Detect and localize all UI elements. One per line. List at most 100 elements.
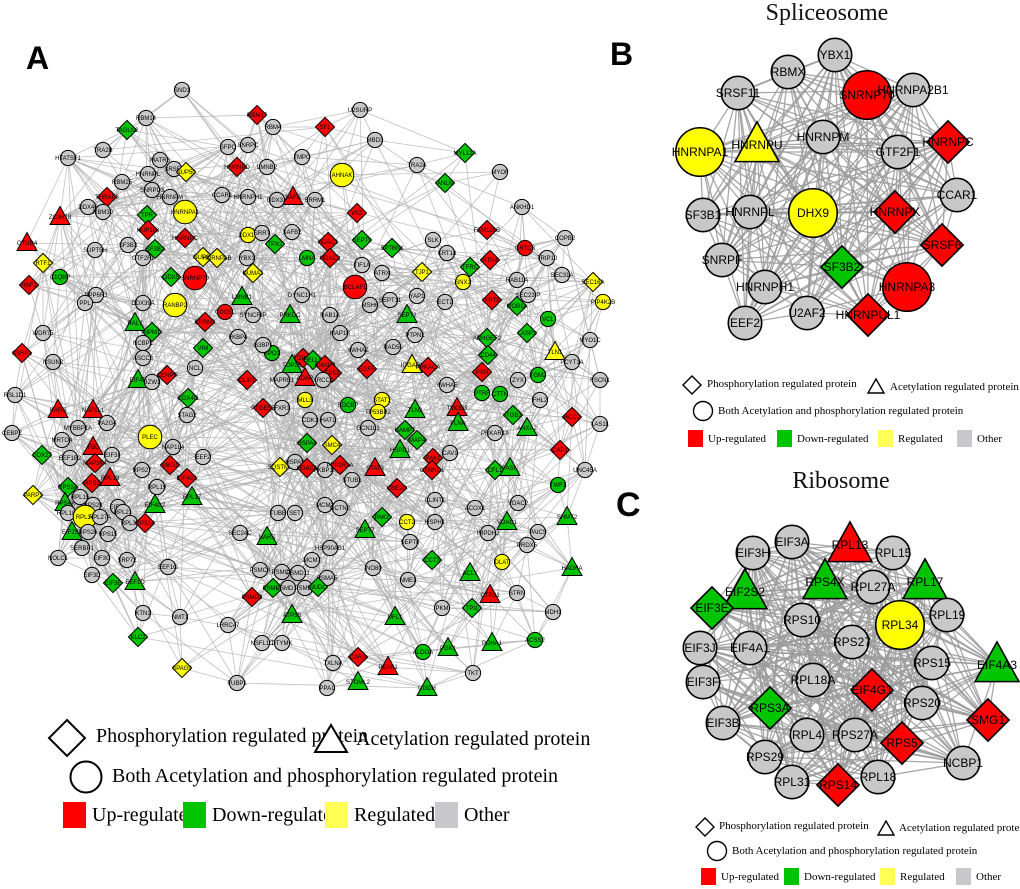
network-node[interactable]: LRRC47 [216,616,240,634]
network-node[interactable]: RPS4X [801,557,849,600]
network-node[interactable]: LMNB2 [257,158,278,176]
network-node[interactable]: PIP4K2B [591,293,615,311]
network-node[interactable]: MAP3K4 [83,452,107,474]
network-node[interactable]: KRT8 [481,289,503,311]
network-node[interactable]: MAP4 [406,429,428,451]
network-node[interactable]: CDK1 [301,411,319,429]
network-node[interactable]: ALDOA [413,643,433,661]
network-node[interactable]: FKBP10 [314,461,337,479]
network-node[interactable]: PDHA1 [481,631,503,652]
network-node[interactable]: SERBP1 [70,539,94,557]
network-node[interactable]: HDAC2 [319,247,341,269]
network-node[interactable]: HNRNPK [870,189,921,235]
network-node[interactable]: TPI1 [461,597,483,619]
network-node[interactable]: HNRNPA1 [672,126,729,178]
network-node[interactable]: IMPDH2 [477,524,500,542]
network-node[interactable]: TKT [464,664,482,682]
network-node[interactable]: CENPF [156,364,178,386]
network-node[interactable]: VDAC1 [496,510,518,531]
network-node[interactable]: RAB11A [506,271,529,289]
network-node[interactable]: HNRNPA1 [171,199,200,225]
network-node[interactable]: TRA2B [93,141,113,159]
network-node[interactable]: CAV1 [441,444,458,462]
network-node[interactable]: PLEC [137,424,163,450]
network-node[interactable]: DHX9 [787,187,839,239]
network-node[interactable]: PPP6R3 [84,286,108,304]
network-node[interactable]: EEF2 [727,305,763,341]
network-node[interactable]: CLIP1 [236,369,258,391]
network-node[interactable]: RPS15 [98,525,118,543]
network-node[interactable]: SLK [424,231,442,249]
network-node[interactable]: FKBP4 [228,328,248,346]
network-node[interactable]: KLC2 [127,626,149,648]
network-node[interactable]: DDX3X [267,191,287,209]
network-node[interactable]: COPB2 [555,229,576,247]
network-node[interactable]: EIF3H [735,535,771,571]
network-node[interactable]: FUBP1 [227,674,247,692]
network-node[interactable]: SF3B3 [119,236,138,254]
network-node[interactable]: RBM39 [93,203,114,221]
network-node[interactable]: PTGES3 [251,397,275,419]
network-node[interactable]: CAP1 [549,439,571,461]
network-node[interactable]: HTATSF1 [55,149,82,167]
network-node[interactable]: EIF3B [705,705,741,741]
network-node[interactable]: UBE2O [386,477,408,499]
network-node[interactable]: NCBP1 [133,334,154,352]
network-node[interactable]: EIF3D [83,566,101,584]
network-node[interactable]: EIF3G [93,549,111,567]
network-node[interactable]: INO80 [364,559,382,577]
network-node[interactable]: EIF3F [685,664,721,700]
network-node[interactable]: RPS26 [78,523,98,541]
network-node[interactable]: TMPO [293,148,311,166]
network-node[interactable]: SPAG9 [171,657,192,679]
network-node[interactable]: XRCC6 [313,371,334,389]
network-node[interactable]: ACSS2 [525,631,545,649]
network-node[interactable]: SEC31A [550,266,574,284]
network-node[interactable]: TPX2 [264,233,286,255]
network-node[interactable]: CARS [347,646,369,668]
network-node[interactable]: NME1 [400,571,417,589]
network-node[interactable]: RPL15 [875,535,912,571]
network-node[interactable]: MYOF [491,163,509,181]
network-node[interactable]: VDAC2 [508,494,529,512]
network-node[interactable]: GTF2F1 [876,134,921,170]
network-node[interactable]: STAG2 [177,406,197,424]
network-node[interactable]: MYL12A [453,142,477,164]
network-node[interactable]: SEPT11 [379,291,402,309]
network-node[interactable]: ANLN [434,172,456,194]
network-node[interactable]: SND1 [173,81,191,99]
network-node[interactable]: CTPS1 [479,583,501,604]
network-node[interactable]: NAP1L1 [82,398,105,419]
network-node[interactable]: PCYT1A [560,353,584,371]
network-node[interactable]: HNRNPL [136,165,161,183]
network-node[interactable]: ASCC3 [133,349,154,367]
network-node[interactable]: PA2G4 [98,414,118,432]
network-node[interactable]: STAT3 [364,456,386,477]
network-node[interactable]: RPS20 [903,685,941,721]
network-node[interactable]: WIZ [346,202,368,224]
network-node[interactable]: SET [286,504,304,522]
network-node[interactable]: YWHAZ [347,341,369,359]
network-node[interactable]: SNX1 [454,273,471,291]
network-node[interactable]: RPS3A [747,685,793,731]
network-node[interactable]: SEC16A [581,271,605,293]
network-node[interactable]: EEF1B2 [59,449,82,467]
network-node[interactable]: ACLY [459,561,481,582]
network-node[interactable]: FHL2 [531,391,549,409]
network-node[interactable]: DYNC1H1 [288,286,317,304]
network-node[interactable]: STOML2 [346,670,371,691]
network-node[interactable]: MBD3 [367,131,384,149]
network-node[interactable]: BCLAF1 [342,274,368,300]
network-node[interactable]: CDC5L [215,303,235,321]
network-node[interactable]: EIF3A [774,524,810,560]
network-node[interactable]: TJP1 [411,261,433,283]
network-node[interactable]: PGK1 [437,636,459,657]
network-node[interactable]: EEF1D [124,570,146,591]
network-node[interactable]: SNRNP70 [839,69,895,121]
network-node[interactable]: ATP5B [281,603,303,624]
network-node[interactable]: TUBB [269,504,287,522]
network-node[interactable]: EIF4B [127,368,149,389]
network-node[interactable]: HADHA [561,556,583,577]
network-node[interactable]: OTUD4 [16,231,38,252]
network-node[interactable]: RPL19 [148,478,167,496]
